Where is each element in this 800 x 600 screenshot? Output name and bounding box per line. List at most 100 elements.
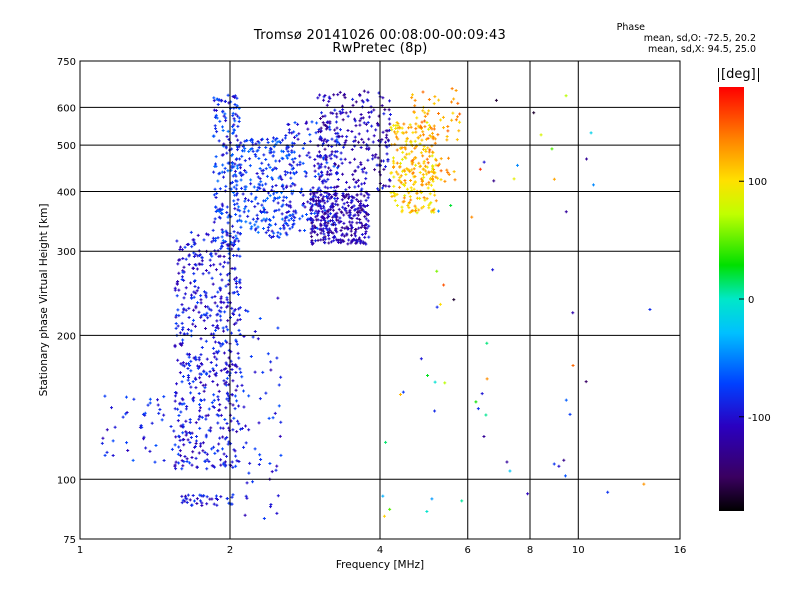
data-point	[194, 421, 198, 425]
data-point	[398, 125, 402, 129]
data-point	[322, 156, 326, 160]
data-point	[350, 239, 354, 243]
data-point	[381, 186, 385, 190]
data-point	[144, 446, 148, 450]
data-point	[415, 211, 419, 215]
data-point	[176, 358, 180, 362]
data-point	[277, 176, 281, 180]
data-point	[238, 232, 242, 236]
data-point	[293, 183, 297, 187]
data-point	[266, 352, 270, 356]
data-point	[253, 447, 257, 451]
data-point	[336, 166, 340, 170]
data-point	[222, 301, 226, 305]
data-point	[431, 150, 435, 154]
data-point	[198, 376, 202, 380]
data-point	[326, 196, 330, 200]
data-point	[427, 170, 431, 174]
data-point	[270, 470, 274, 474]
data-point	[366, 196, 370, 200]
data-point	[403, 178, 407, 182]
data-point	[219, 310, 223, 314]
data-point	[212, 502, 216, 506]
data-point	[220, 447, 224, 451]
data-point	[277, 404, 281, 408]
data-point	[392, 184, 396, 188]
data-point	[226, 129, 230, 133]
data-point	[224, 284, 228, 288]
data-point	[346, 128, 350, 132]
data-point	[353, 213, 357, 217]
data-point	[195, 465, 199, 469]
data-point	[331, 208, 335, 212]
data-point	[420, 206, 424, 210]
data-point	[194, 291, 198, 295]
data-point	[213, 451, 217, 455]
data-point	[274, 159, 278, 163]
data-point	[253, 152, 257, 156]
data-point	[319, 165, 323, 169]
data-point	[396, 126, 400, 130]
data-point	[312, 224, 316, 228]
data-point	[234, 285, 238, 289]
data-point	[251, 335, 255, 339]
data-point	[207, 459, 211, 463]
data-point	[343, 141, 347, 145]
data-point	[351, 173, 355, 177]
data-point	[322, 204, 326, 208]
data-point	[319, 231, 323, 235]
data-point	[261, 370, 265, 374]
data-point	[218, 119, 222, 123]
data-point	[353, 208, 357, 212]
data-point	[460, 499, 464, 503]
data-point	[197, 262, 201, 266]
data-point	[188, 431, 192, 435]
data-point	[333, 191, 337, 195]
data-point	[243, 513, 247, 517]
data-point	[279, 232, 283, 236]
data-point	[184, 433, 188, 437]
data-point	[418, 134, 422, 138]
data-point	[179, 245, 183, 249]
data-point	[325, 155, 329, 159]
data-point	[350, 217, 354, 221]
data-point	[241, 173, 245, 177]
data-point	[428, 148, 432, 152]
data-point	[322, 217, 326, 221]
data-point	[237, 116, 241, 120]
data-point	[226, 261, 230, 265]
data-point	[400, 157, 404, 161]
data-point	[363, 225, 367, 229]
data-point	[230, 367, 234, 371]
data-point	[220, 211, 224, 215]
data-point	[180, 277, 184, 281]
data-point	[305, 153, 309, 157]
data-point	[340, 198, 344, 202]
data-point	[396, 137, 400, 141]
data-point	[420, 138, 424, 142]
data-point	[204, 313, 208, 317]
data-point	[192, 308, 196, 312]
data-point	[194, 252, 198, 256]
data-point	[272, 192, 276, 196]
data-point	[335, 171, 339, 175]
data-point	[376, 187, 380, 191]
data-point	[441, 115, 445, 119]
data-point	[231, 465, 235, 469]
data-point	[426, 373, 430, 377]
data-point	[421, 167, 425, 171]
data-point	[403, 181, 407, 185]
data-point	[335, 238, 339, 242]
data-point	[251, 149, 255, 153]
data-point	[392, 165, 396, 169]
y-axis-label: Stationary phase Virtual Height [km]	[38, 204, 50, 397]
data-point	[174, 326, 178, 330]
data-point	[356, 178, 360, 182]
data-point	[353, 157, 357, 161]
data-point	[268, 165, 272, 169]
data-point	[243, 197, 247, 201]
data-point	[233, 102, 237, 106]
data-point	[242, 389, 246, 393]
data-point	[126, 449, 130, 453]
data-point	[387, 184, 391, 188]
